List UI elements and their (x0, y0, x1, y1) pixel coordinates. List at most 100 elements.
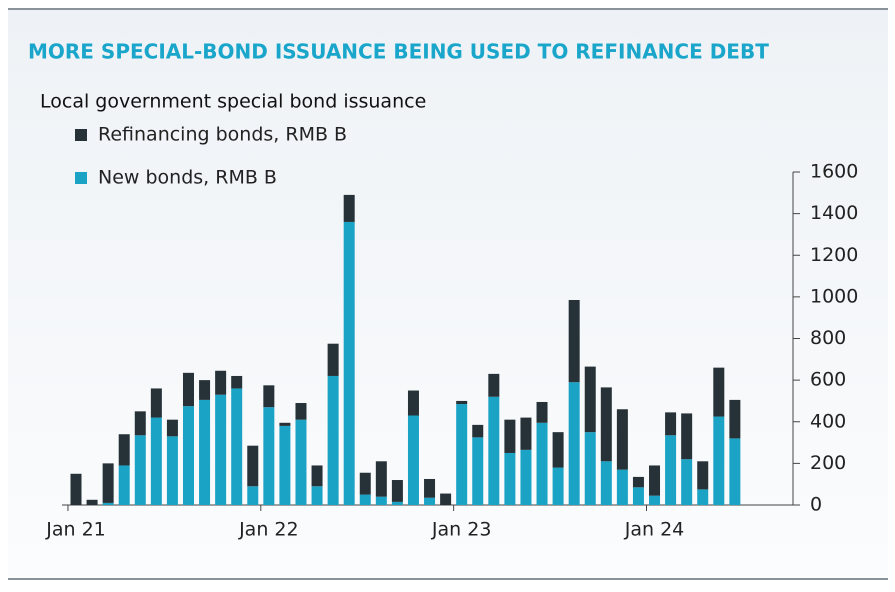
bar-segment (681, 413, 693, 460)
bar-segment (568, 299, 580, 383)
x-tick-label: Jan 24 (624, 519, 685, 541)
bar-segment (215, 394, 227, 505)
bar-segment (327, 343, 339, 376)
bar-segment (231, 375, 243, 389)
bar-segment (665, 412, 677, 436)
bar-segment (247, 486, 259, 505)
bar-segment (263, 385, 275, 408)
bar-segment (472, 424, 484, 438)
legend-swatch (75, 172, 87, 184)
bar-segment (488, 373, 500, 397)
bar-segment (134, 435, 146, 505)
bar-segment (552, 432, 564, 468)
bar-segment (70, 473, 82, 505)
y-tick-label: 200 (810, 452, 846, 474)
bar-segment (520, 449, 532, 505)
bar-segment (504, 419, 516, 453)
bar-segment (359, 494, 371, 505)
bar-segment (279, 422, 291, 426)
bar-segment (472, 437, 484, 505)
y-tick-label: 1600 (810, 161, 858, 183)
bar-segment (199, 399, 211, 505)
y-tick-label: 1000 (810, 285, 858, 307)
bar-segment (632, 476, 644, 488)
bar-segment (665, 435, 677, 505)
bar-segment (504, 452, 516, 505)
y-tick-label: 600 (810, 369, 846, 391)
bar-segment (584, 366, 596, 433)
legend-label: Refinancing bonds, RMB B (98, 124, 347, 146)
bar-segment (391, 480, 403, 502)
bar-segment (681, 459, 693, 505)
bar-segment (713, 416, 725, 505)
y-tick-label: 400 (810, 410, 846, 432)
bar-segment (375, 496, 387, 505)
chart-title: MORE SPECIAL-BOND ISSUANCE BEING USED TO… (28, 40, 769, 64)
bar-segment (616, 469, 628, 505)
bar-segment (713, 367, 725, 417)
bar-segment (150, 417, 162, 505)
bar-segment (568, 382, 580, 505)
bar-segment (295, 419, 307, 505)
y-tick-label: 800 (810, 327, 846, 349)
y-tick-label: 1400 (810, 202, 858, 224)
bar-segment (424, 478, 436, 498)
bar-segment (182, 372, 194, 407)
bar-segment (632, 487, 644, 505)
bar-segment (600, 387, 612, 462)
bar-segment (391, 501, 403, 505)
bar-segment (118, 434, 130, 466)
bar-segment (86, 499, 98, 505)
bar-segment (134, 411, 146, 436)
bar-segment (102, 502, 114, 505)
bar-segment (584, 432, 596, 505)
bar-segment (552, 467, 564, 505)
bar-segment (520, 417, 532, 450)
bar-segment (311, 465, 323, 487)
y-tick-label: 0 (810, 494, 822, 516)
bar-segment (600, 461, 612, 505)
bar-segment (199, 380, 211, 400)
bar-segment (729, 438, 741, 505)
bar-segment (424, 497, 436, 505)
legend-swatch (75, 129, 87, 141)
bar-segment (166, 436, 178, 505)
bar-segment (407, 390, 419, 416)
bar-segment (118, 465, 130, 505)
x-tick-label: Jan 23 (431, 519, 492, 541)
bar-segment (697, 489, 709, 505)
bar-segment (295, 403, 307, 420)
bar-segment (166, 419, 178, 437)
bar-segment (536, 422, 548, 505)
bar-segment (263, 407, 275, 505)
bar-segment (456, 400, 468, 405)
bar-segment (375, 461, 387, 497)
bar-segment (359, 472, 371, 495)
bar-segment (343, 221, 355, 505)
bar-segment (407, 415, 419, 505)
bar-segment (343, 194, 355, 222)
bar-segment (279, 425, 291, 505)
bar-segment (456, 404, 468, 505)
bar-segment (247, 445, 259, 487)
bar-segment (327, 375, 339, 505)
bar-segment (102, 463, 114, 503)
bar-segment (697, 461, 709, 490)
x-tick-label: Jan 22 (238, 519, 299, 541)
bar-segment (488, 396, 500, 505)
bar-segment (729, 399, 741, 439)
bar-segment (150, 388, 162, 418)
bar-segment (182, 406, 194, 505)
bar-segment (231, 388, 243, 505)
bar-segment (649, 465, 661, 496)
bar-segment (616, 409, 628, 470)
bar-segment (440, 493, 452, 505)
chart-subtitle: Local government special bond issuance (40, 91, 426, 113)
x-tick-label: Jan 21 (45, 519, 106, 541)
y-tick-label: 1200 (810, 244, 858, 266)
bar-segment (536, 401, 548, 423)
legend-label: New bonds, RMB B (98, 167, 277, 189)
bar-segment (311, 486, 323, 505)
bar-segment (649, 495, 661, 505)
